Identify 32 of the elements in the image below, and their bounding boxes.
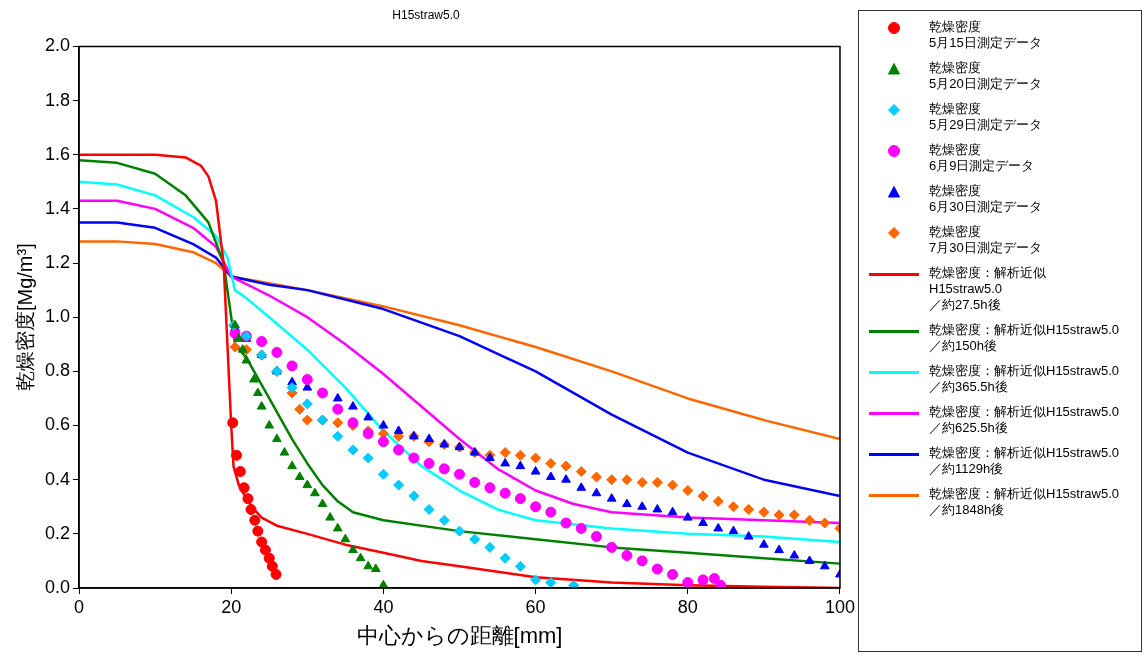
- x-tick-label: 100: [824, 596, 856, 617]
- legend-label: 乾燥密度：解析近似H15straw5.0 ／約150h後: [929, 322, 1119, 354]
- legend-label: 乾燥密度 5月29日測定データ: [929, 101, 1042, 133]
- y-tick-label: 0.2: [44, 522, 71, 543]
- y-tick-label: 0.6: [44, 414, 71, 435]
- x-axis-title: 中心からの距離[mm]: [356, 622, 563, 648]
- x-tick-label: 80: [677, 596, 698, 617]
- y-tick-label: 1.6: [44, 143, 71, 164]
- x-tick-label: 20: [221, 596, 242, 617]
- legend-label: 乾燥密度：解析近似H15straw5.0 ／約1129h後: [929, 445, 1119, 477]
- legend-label: 乾燥密度：解析近似H15straw5.0 ／約625.5h後: [929, 404, 1119, 436]
- x-tick-label: 0: [74, 596, 85, 617]
- legend-label: 乾燥密度：解析近似H15straw5.0 ／約1848h後: [929, 486, 1119, 518]
- legend-label: 乾燥密度：解析近似 H15straw5.0 ／約27.5h後: [929, 265, 1046, 313]
- y-tick-label: 1.4: [44, 197, 71, 218]
- legend-label: 乾燥密度 6月9日測定データ: [929, 142, 1035, 174]
- legend-label: 乾燥密度 5月20日測定データ: [929, 60, 1042, 92]
- y-tick-label: 0.4: [44, 468, 71, 489]
- x-tick-label: 60: [525, 596, 546, 617]
- y-tick-label: 0.8: [44, 360, 71, 381]
- legend-label: 乾燥密度 5月15日測定データ: [929, 19, 1042, 51]
- y-axis-title: 乾燥密度[Mg/m³]: [13, 243, 36, 392]
- y-tick-label: 1.2: [44, 252, 71, 273]
- y-tick-label: 2.0: [44, 35, 71, 56]
- y-tick-label: 1.8: [44, 89, 71, 110]
- chart-title: H15straw5.0: [392, 7, 460, 22]
- y-tick-label: 1.0: [44, 306, 71, 327]
- y-tick-label: 0.0: [44, 576, 71, 597]
- x-tick-label: 40: [373, 596, 394, 617]
- legend-label: 乾燥密度：解析近似H15straw5.0 ／約365.5h後: [929, 363, 1119, 395]
- legend-label: 乾燥密度 7月30日測定データ: [929, 224, 1042, 256]
- legend-label: 乾燥密度 6月30日測定データ: [929, 183, 1042, 215]
